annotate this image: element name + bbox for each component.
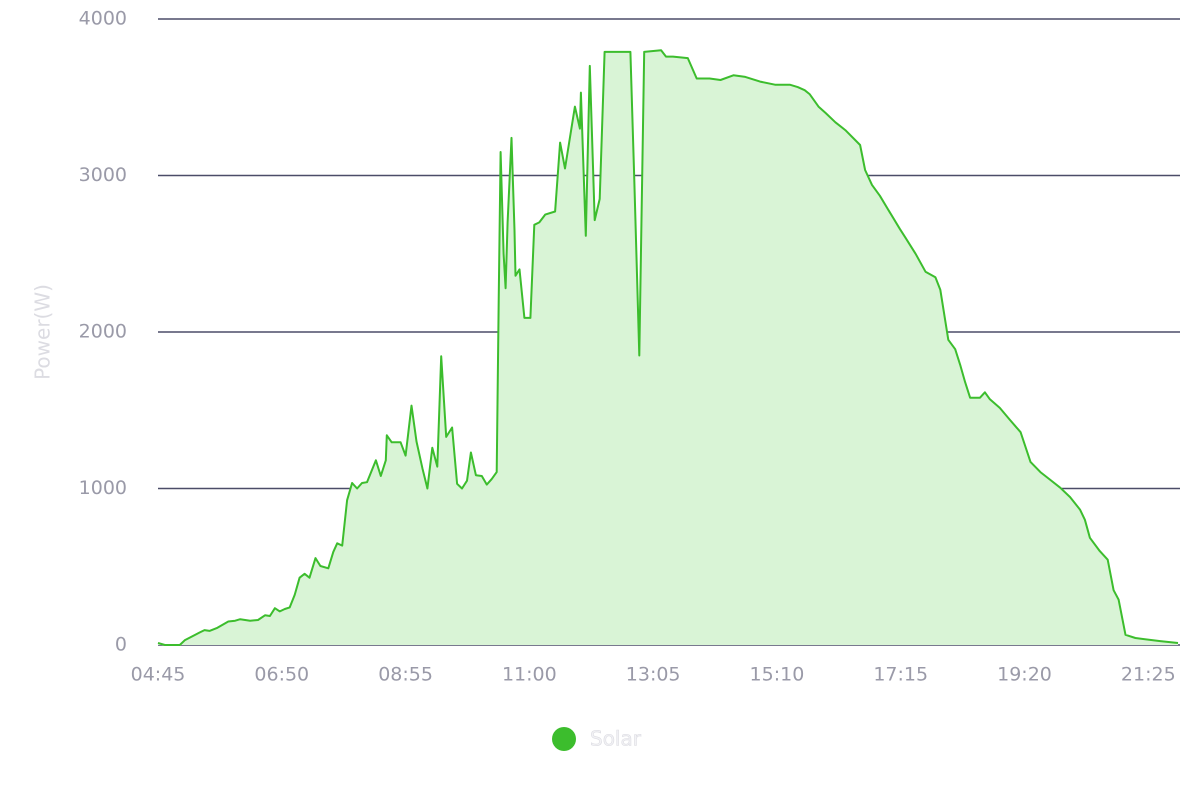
y-tick-label: 0 [115,634,127,656]
legend-label: Solar [590,727,642,751]
x-tick-label: 21:25 [1121,664,1176,686]
y-tick-label: 2000 [79,321,127,343]
x-tick-label: 19:20 [997,664,1052,686]
x-tick-label: 15:10 [750,664,805,686]
x-tick-label: 13:05 [626,664,681,686]
y-tick-label: 4000 [79,8,127,30]
y-tick-label: 1000 [79,477,127,499]
x-tick-label: 17:15 [873,664,928,686]
x-tick-label: 04:45 [131,664,186,686]
x-tick-label: 08:55 [378,664,433,686]
x-tick-label: 06:50 [254,664,309,686]
area-fill [158,50,1179,646]
x-tick-label: 11:00 [502,664,557,686]
area-line [157,49,1179,646]
legend-marker [552,727,576,751]
y-axis-label: Power(W) [31,284,55,380]
y-tick-label: 3000 [79,164,127,186]
